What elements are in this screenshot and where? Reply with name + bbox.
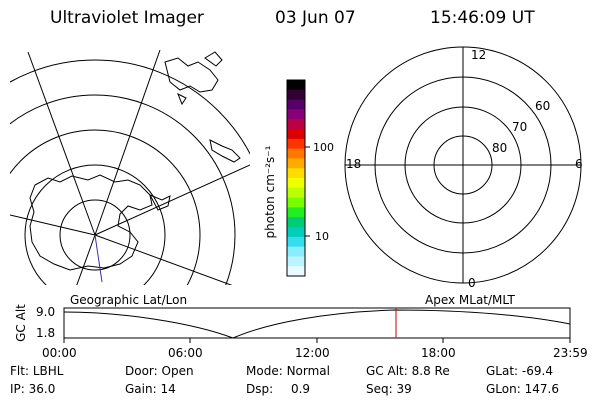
colorbar-segment <box>287 187 305 199</box>
geo-meridian <box>27 51 96 236</box>
geo-lat-circle <box>10 129 201 285</box>
geo-meridian <box>94 50 161 236</box>
geo-meridian <box>10 214 96 236</box>
colorbar-segment <box>287 138 305 150</box>
mlt-label-18: 18 <box>346 157 362 171</box>
info-seq: Seq: 39 <box>366 382 412 396</box>
timeline-x-tick: 06:00 <box>168 346 203 360</box>
colorbar-segment <box>287 119 305 130</box>
colorbar-segment <box>287 266 305 277</box>
colorbar-frame <box>286 79 306 277</box>
info-ip: IP: 36.0 <box>10 382 56 396</box>
colorbar-segment <box>287 207 305 218</box>
colorbar-segment <box>287 148 305 159</box>
geo-lat-circle <box>10 59 250 155</box>
mlt-label-12: 12 <box>471 48 487 62</box>
info-glat: GLat: -69.4 <box>486 364 553 378</box>
geo-map-label: Geographic Lat/Lon <box>70 293 188 307</box>
colorbar-segment <box>287 158 305 169</box>
colorbar-segment <box>287 80 305 91</box>
colorbar-segment <box>287 217 305 228</box>
colorbar-tick-label: 10 <box>315 230 329 243</box>
peninsula-coastline <box>148 194 171 211</box>
mlt-label-0: 0 <box>468 276 476 290</box>
timeline-axis-label: GC Alt <box>13 304 28 342</box>
timeline-x-tick: 12:00 <box>295 346 330 360</box>
timeline-x-tick: 00:00 <box>42 346 77 360</box>
info-door: Door: Open <box>125 364 194 378</box>
info-flt: Flt: LBHL <box>10 364 64 378</box>
colorbar-segment <box>287 227 305 238</box>
mlat-label-60: 60 <box>535 99 551 113</box>
colorbar-segment <box>287 129 305 140</box>
info-glon: GLon: 147.6 <box>486 382 559 396</box>
altitude-curve <box>63 309 571 339</box>
geo-lat-circle <box>10 94 236 285</box>
time-label: 15:46:09 UT <box>430 8 535 28</box>
antarctica-coastline <box>29 174 153 271</box>
timeline-y-tick: 9.0 <box>36 305 56 319</box>
island-coastline <box>204 51 223 67</box>
ground-track-line <box>94 234 103 283</box>
geo-lat-circle <box>24 164 166 285</box>
geo-meridian <box>94 164 250 236</box>
colorbar-tick-label: 100 <box>313 141 334 154</box>
info-gain: Gain: 14 <box>125 382 176 396</box>
colorbar-segment <box>287 99 305 110</box>
date-label: 03 Jun 07 <box>275 8 356 28</box>
info-mode: Mode: Normal <box>246 364 330 378</box>
mlat-label-70: 70 <box>512 120 528 134</box>
timeline-frame <box>63 307 571 339</box>
colorbar-segment <box>287 178 305 189</box>
tasmania-coastline <box>177 92 187 106</box>
mlt-label-6: 6 <box>575 157 583 171</box>
geo-meridian <box>94 234 233 285</box>
australia-coastline <box>164 57 219 93</box>
colorbar-segment <box>287 246 305 257</box>
info-gc-alt: GC Alt: 8.8 Re <box>366 364 450 378</box>
mlat-label-80: 80 <box>492 141 508 155</box>
instrument-title: Ultraviolet Imager <box>50 8 204 28</box>
info-dsp: Dsp: 0.9 <box>246 382 311 396</box>
colorbar-segment <box>287 168 305 179</box>
colorbar-stack <box>287 80 305 277</box>
colorbar-segment <box>287 109 305 120</box>
colorbar-segment <box>287 89 305 101</box>
timeline-x-tick: 23:59 <box>553 346 588 360</box>
colorbar-segment <box>287 197 305 208</box>
newzealand-coastline <box>209 139 241 163</box>
colorbar-segment <box>287 256 305 267</box>
polar-plot-label: Apex MLat/MLT <box>425 293 515 307</box>
geo-meridian <box>76 234 96 285</box>
colorbar-segment <box>287 236 305 248</box>
geo-lat-circle <box>59 199 131 271</box>
timeline-x-tick: 18:00 <box>421 346 456 360</box>
timeline-y-tick: 1.8 <box>36 326 56 340</box>
